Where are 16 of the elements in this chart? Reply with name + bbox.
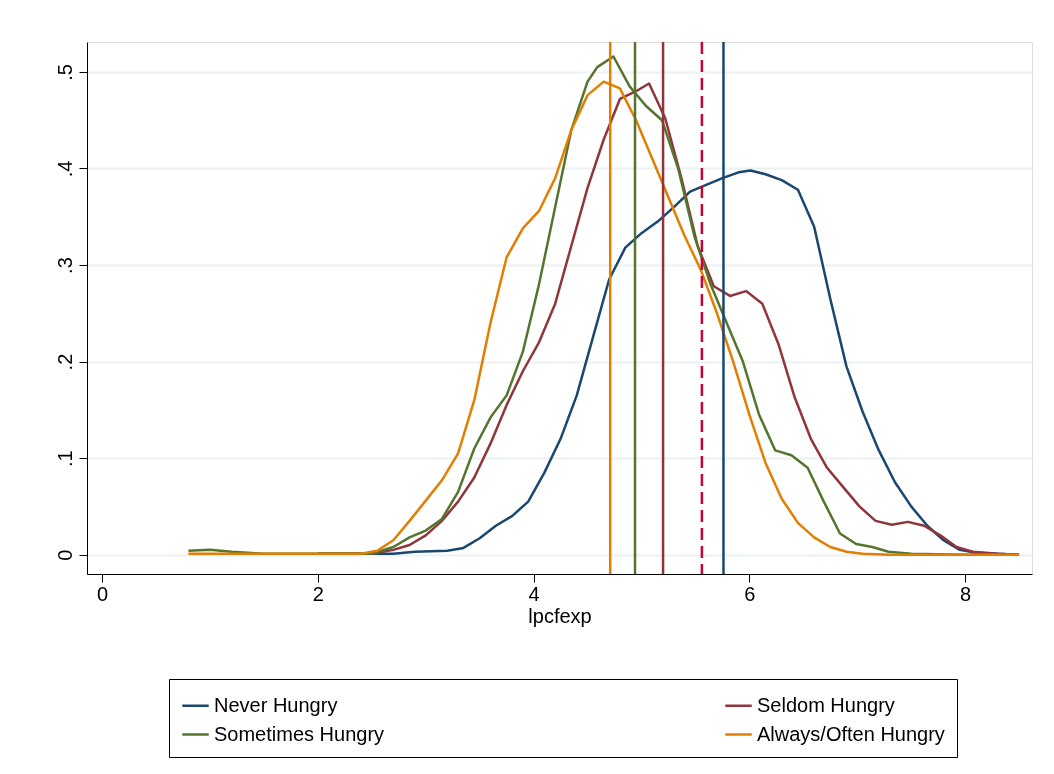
x-tick-label: 4 [528,582,540,605]
y-tick-label: .2 [53,353,76,371]
y-tick-label: .4 [53,160,76,178]
y-tick-label: 0 [53,549,76,561]
x-tick-label: 6 [744,582,756,605]
x-axis-title: lpcfexp [528,604,592,627]
legend-label: Sometimes Hungry [214,722,385,745]
y-tick-label: .3 [53,257,76,274]
x-tick-label: 8 [960,582,972,605]
y-tick-label: .5 [53,64,76,81]
x-tick-label: 0 [97,582,109,605]
legend-label: Seldom Hungry [757,693,895,716]
legend-label: Always/Often Hungry [757,722,945,745]
y-tick-label: .1 [53,450,76,467]
x-tick-label: 2 [312,582,324,605]
legend-label: Never Hungry [214,693,338,716]
